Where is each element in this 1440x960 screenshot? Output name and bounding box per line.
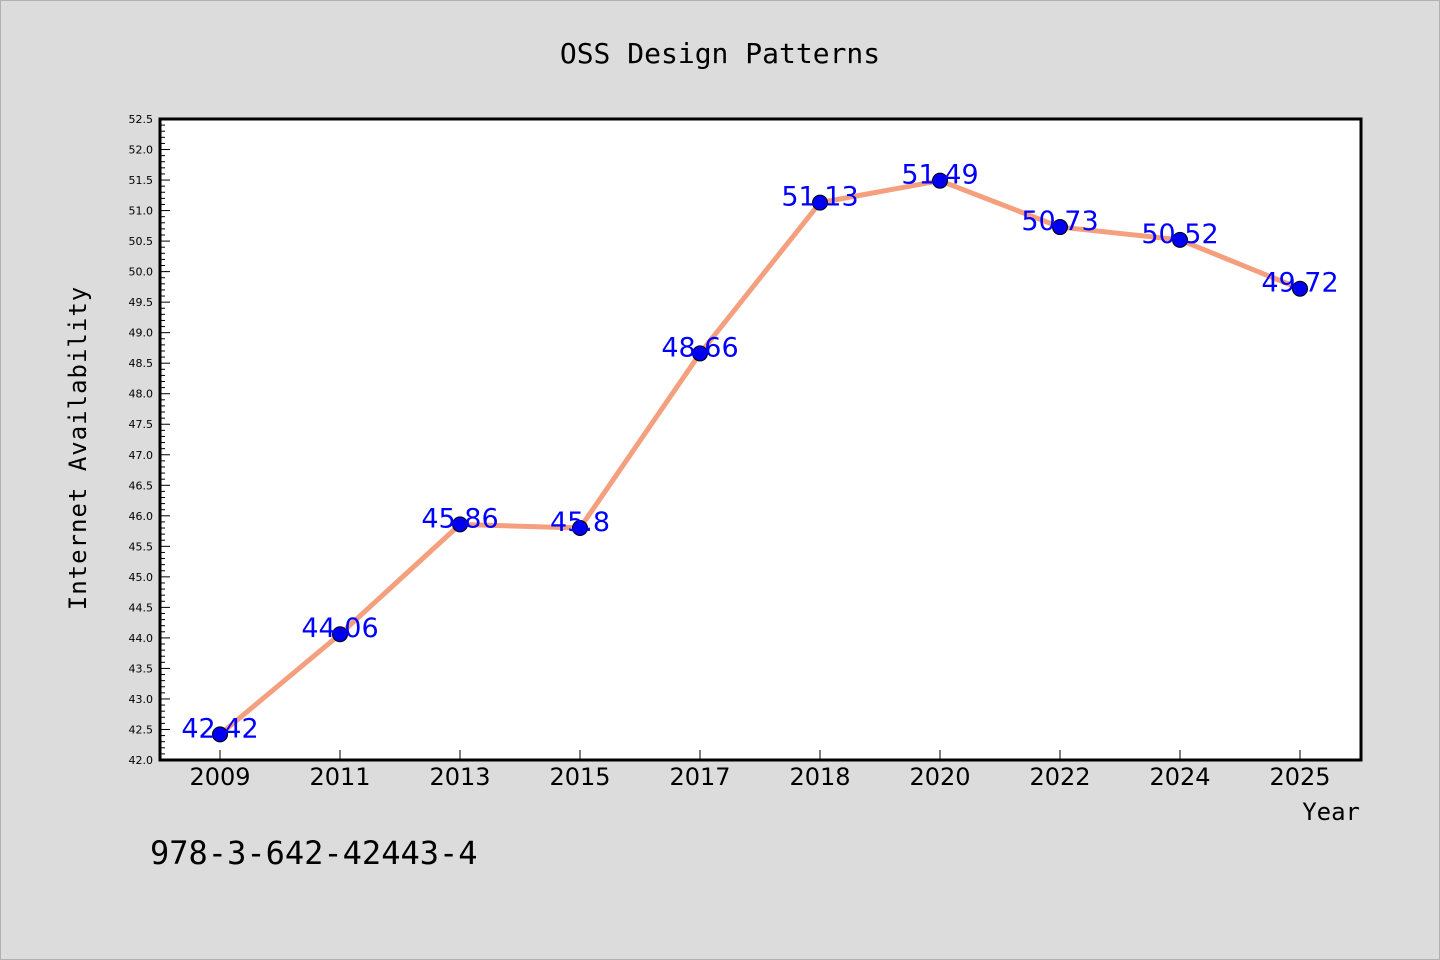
- data-point: [1292, 280, 1308, 297]
- y-tick-label: 42.0: [129, 754, 154, 767]
- y-tick-label: 43.0: [129, 693, 154, 706]
- data-point: [1052, 219, 1068, 236]
- y-tick-label: 42.5: [129, 723, 154, 736]
- data-point: [692, 345, 708, 362]
- x-tick-label: 2025: [1269, 763, 1330, 791]
- y-tick-label: 51.5: [129, 174, 154, 187]
- data-point: [332, 626, 348, 643]
- data-label: 50.52: [1141, 219, 1218, 250]
- x-tick-label: 2017: [669, 763, 730, 791]
- data-label: 44.06: [301, 613, 378, 644]
- data-point: [932, 172, 948, 189]
- y-tick-label: 49.5: [129, 296, 154, 309]
- data-label: 42.42: [181, 713, 258, 744]
- x-tick-label: 2013: [429, 763, 490, 791]
- y-tick-label: 48.5: [129, 357, 154, 370]
- markers-group: [212, 172, 1308, 743]
- y-tick-label: 44.5: [129, 601, 154, 614]
- chart-title: OSS Design Patterns: [560, 37, 880, 70]
- data-label: 49.72: [1261, 268, 1338, 299]
- data-label: 45.86: [421, 503, 498, 534]
- x-tick-label: 2018: [789, 763, 850, 791]
- y-tick-label: 52.0: [129, 144, 154, 157]
- data-label: 50.73: [1021, 206, 1098, 237]
- data-label: 45.8: [550, 507, 610, 538]
- data-point: [572, 520, 588, 537]
- data-point: [452, 516, 468, 533]
- y-tick-label: 48.0: [129, 388, 154, 401]
- data-point: [1172, 231, 1188, 248]
- y-tick-label: 47.5: [129, 418, 154, 431]
- x-axis-label: Year: [1302, 798, 1360, 826]
- x-axis: 2009 2011 2013 2015 2017 2018 2020 2022 2024 2025: [189, 750, 1331, 791]
- x-tick-label: 2011: [309, 763, 370, 791]
- y-tick-label: 45.5: [129, 540, 154, 553]
- data-point: [212, 726, 228, 743]
- data-label: 51.49: [901, 160, 978, 191]
- y-tick-label: 51.0: [129, 205, 154, 218]
- y-tick-label: 47.0: [129, 449, 154, 462]
- series-line-group: [217, 178, 1303, 737]
- data-label: 48.66: [661, 332, 738, 363]
- y-axis: 42.0 42.5 43.0 43.5 44.0 44.5 45.0 45.5 46.0 46.5…: [129, 113, 170, 767]
- plot-area: [158, 117, 1363, 762]
- x-tick-label: 2020: [909, 763, 970, 791]
- y-tick-label: 43.5: [129, 662, 154, 675]
- y-tick-label: 46.5: [129, 479, 154, 492]
- y-tick-label: 46.0: [129, 510, 154, 523]
- x-tick-label: 2022: [1029, 763, 1090, 791]
- y-tick-label: 45.0: [129, 571, 154, 584]
- y-tick-label: 50.0: [129, 266, 154, 279]
- isbn-caption: 978-3-642-42443-4: [150, 834, 478, 872]
- y-tick-label: 44.0: [129, 632, 154, 645]
- y-tick-label: 52.5: [129, 113, 154, 126]
- x-tick-label: 2024: [1149, 763, 1210, 791]
- y-tick-label: 49.0: [129, 327, 154, 340]
- y-tick-label: 50.5: [129, 235, 154, 248]
- y-axis-label: Internet Availability: [64, 286, 92, 610]
- data-point: [812, 194, 828, 211]
- series-line: [217, 178, 1303, 737]
- data-labels-group: 42.42 44.06 45.86 45.8 48.66 51.13 51.49 50.73 5…: [181, 160, 1338, 745]
- data-label: 51.13: [781, 182, 858, 213]
- x-tick-label: 2015: [549, 763, 610, 791]
- x-tick-label: 2009: [189, 763, 250, 791]
